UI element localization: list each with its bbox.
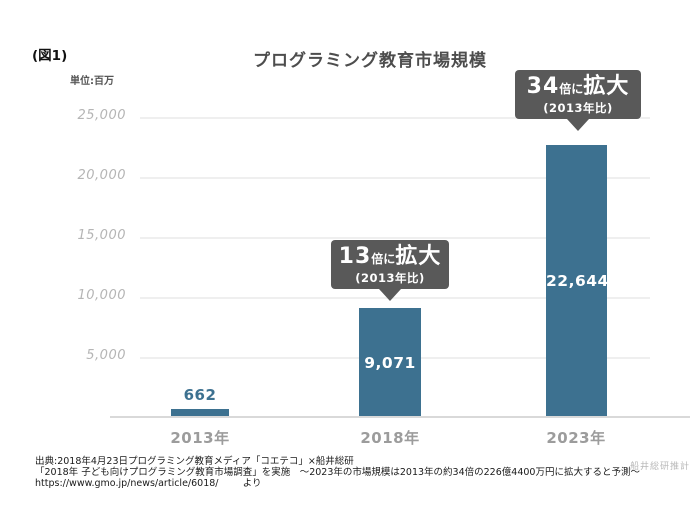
estimate-credit: 船井総研推計: [630, 462, 691, 472]
bar-2018: 9,071: [359, 308, 421, 417]
annotation-action: 拡大: [395, 244, 442, 269]
annotation-callout-2018: 13倍に拡大 (2013年比): [331, 240, 449, 301]
y-tick-label: 15,000: [77, 228, 126, 243]
y-tick-label: 5,000: [86, 348, 126, 363]
bar-value-2023: 22,644: [546, 272, 609, 291]
annotation-text: 13倍に拡大: [337, 245, 443, 271]
annotation-unit-text: 倍に: [371, 252, 396, 266]
y-tick-label: 25,000: [77, 108, 126, 123]
plot-area: 5,000 10,000 15,000 20,000 25,000 9,071 22,6…: [78, 108, 665, 417]
callout-tail-icon: [567, 119, 589, 131]
unit-label: 単位:百万: [70, 76, 114, 87]
annotation-action: 拡大: [583, 74, 630, 99]
x-tick-label-2013: 2013年: [170, 429, 230, 447]
x-tick-label-2018: 2018年: [360, 429, 420, 447]
gridline: [140, 177, 650, 179]
annotation-note: (2013年比): [543, 101, 613, 115]
gridline: [140, 117, 650, 119]
annotation-note: (2013年比): [355, 271, 425, 285]
annotation-multiplier: 13: [338, 244, 372, 269]
source-note: 出典:2018年4月23日プログラミング教育メディア「コエテコ」×船井総研 「2…: [35, 456, 640, 489]
y-tick-label: 20,000: [77, 168, 126, 183]
gridline: [140, 237, 650, 239]
annotation-text: 34倍に拡大: [521, 75, 635, 101]
chart-title: プログラミング教育市場規模: [253, 51, 487, 71]
annotation-unit-text: 倍に: [559, 82, 584, 96]
x-axis-line: [110, 416, 690, 418]
figure-label: (図1): [32, 48, 68, 64]
bar-2023: 22,644: [546, 145, 609, 417]
source-line-3: https://www.gmo.jp/news/article/6018/ より: [35, 478, 262, 489]
callout-tail-icon: [379, 289, 401, 301]
annotation-multiplier: 34: [526, 74, 560, 99]
bar-value-2018: 9,071: [364, 353, 416, 372]
source-line-2: 「2018年 子ども向けプログラミング教育市場調査」を実施 〜2023年の市場規…: [35, 467, 640, 478]
bar-2013: [171, 409, 229, 417]
y-tick-label: 10,000: [77, 288, 126, 303]
source-line-1: 出典:2018年4月23日プログラミング教育メディア「コエテコ」×船井総研: [35, 456, 354, 467]
x-tick-label-2023: 2023年: [546, 429, 606, 447]
bar-value-2013: 662: [183, 386, 217, 405]
annotation-callout-2023: 34倍に拡大 (2013年比): [515, 70, 641, 131]
